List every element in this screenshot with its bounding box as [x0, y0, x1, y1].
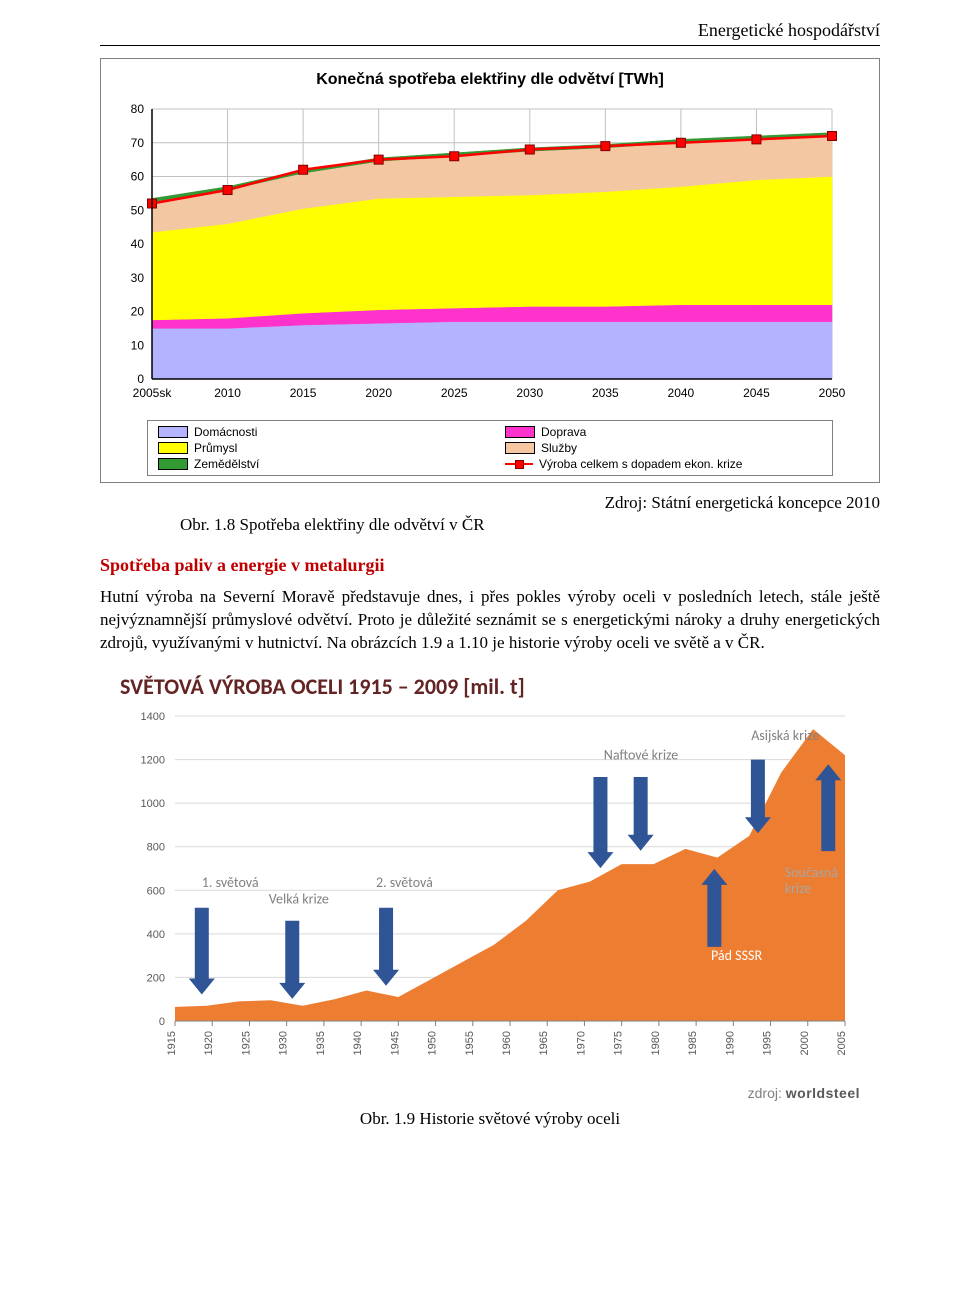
svg-text:1995: 1995: [762, 1031, 774, 1055]
svg-text:0: 0: [159, 1016, 165, 1028]
svg-text:krize: krize: [785, 880, 812, 897]
svg-text:1960: 1960: [501, 1031, 513, 1055]
section-heading: Spotřeba paliv a energie v metalurgii: [100, 555, 880, 576]
page-header: Energetické hospodářství: [100, 20, 880, 41]
svg-text:2025: 2025: [441, 386, 468, 400]
svg-text:2030: 2030: [516, 386, 543, 400]
legend-sluzby: Služby: [541, 441, 577, 455]
svg-text:70: 70: [131, 136, 145, 150]
svg-text:600: 600: [147, 885, 165, 897]
legend-doprava: Doprava: [541, 425, 586, 439]
svg-text:1. světová: 1. světová: [202, 874, 259, 891]
chart1-container: Konečná spotřeba elektřiny dle odvětví […: [100, 58, 880, 483]
svg-text:2005: 2005: [836, 1031, 848, 1055]
svg-text:2045: 2045: [743, 386, 770, 400]
svg-text:60: 60: [131, 170, 145, 184]
svg-text:2020: 2020: [365, 386, 392, 400]
svg-text:1930: 1930: [278, 1031, 290, 1055]
svg-text:30: 30: [131, 271, 145, 285]
svg-text:2005sk: 2005sk: [133, 386, 173, 400]
header-rule: [100, 45, 880, 46]
svg-text:1965: 1965: [538, 1031, 550, 1055]
svg-text:Asijská krize: Asijská krize: [751, 727, 819, 744]
svg-text:2015: 2015: [290, 386, 317, 400]
svg-text:0: 0: [137, 372, 144, 386]
chart2-svg: 0 200 400 600 800 1000 1200 1400 1915 1920 1925 193…: [120, 706, 860, 1076]
body-paragraph: Hutní výroba na Severní Moravě představu…: [100, 586, 880, 655]
svg-text:1980: 1980: [650, 1031, 662, 1055]
svg-text:1940: 1940: [352, 1031, 364, 1055]
svg-text:800: 800: [147, 842, 165, 854]
svg-text:20: 20: [131, 305, 145, 319]
svg-text:2000: 2000: [799, 1031, 811, 1055]
svg-text:2035: 2035: [592, 386, 619, 400]
chart1-title: Konečná spotřeba elektřiny dle odvětví […: [107, 71, 873, 89]
legend-zemedelstvi: Zemědělství: [194, 457, 259, 471]
legend-vyroba: Výroba celkem s dopadem ekon. krize: [539, 457, 742, 471]
svg-text:1975: 1975: [613, 1031, 625, 1055]
svg-text:Naftové krize: Naftové krize: [604, 746, 678, 763]
legend-prumysl: Průmysl: [194, 441, 237, 455]
svg-text:2050: 2050: [819, 386, 846, 400]
svg-text:40: 40: [131, 237, 145, 251]
svg-text:1990: 1990: [724, 1031, 736, 1055]
svg-text:2010: 2010: [214, 386, 241, 400]
svg-text:10: 10: [131, 338, 145, 352]
svg-text:1950: 1950: [427, 1031, 439, 1055]
chart1-svg: 010203040506070802005sk20102015202020252…: [107, 99, 847, 409]
chart1-legend: Domácnosti Doprava Průmysl Služby Zemědě…: [147, 420, 833, 476]
svg-text:1920: 1920: [203, 1031, 215, 1055]
chart2-title: SVĚTOVÁ VÝROBA OCELI 1915 – 2009 [mil. t…: [120, 673, 880, 700]
svg-text:Současná: Současná: [785, 864, 838, 881]
svg-text:50: 50: [131, 203, 145, 217]
svg-text:2040: 2040: [668, 386, 695, 400]
svg-text:1945: 1945: [389, 1031, 401, 1055]
svg-text:1915: 1915: [166, 1031, 178, 1055]
svg-text:200: 200: [147, 972, 165, 984]
fig1-caption: Obr. 1.8 Spotřeba elektřiny dle odvětví …: [180, 515, 880, 535]
legend-domacnosti: Domácnosti: [194, 425, 257, 439]
svg-text:1935: 1935: [315, 1031, 327, 1055]
svg-text:1200: 1200: [141, 754, 165, 766]
svg-text:80: 80: [131, 102, 145, 116]
svg-text:1985: 1985: [687, 1031, 699, 1055]
svg-text:1970: 1970: [575, 1031, 587, 1055]
svg-text:1925: 1925: [240, 1031, 252, 1055]
svg-text:1955: 1955: [464, 1031, 476, 1055]
chart2-source: zdroj: worldsteel: [100, 1085, 860, 1101]
chart2-container: 0 200 400 600 800 1000 1200 1400 1915 1920 1925 193…: [120, 706, 860, 1081]
fig2-caption: Obr. 1.9 Historie světové výroby oceli: [100, 1109, 880, 1129]
svg-text:1400: 1400: [141, 711, 165, 723]
chart1-source: Zdroj: Státní energetická koncepce 2010: [100, 493, 880, 513]
svg-text:Velká krize: Velká krize: [269, 890, 329, 907]
svg-text:2. světová: 2. světová: [376, 874, 433, 891]
svg-text:1000: 1000: [141, 798, 165, 810]
svg-text:400: 400: [147, 929, 165, 941]
svg-text:Pád SSSR: Pád SSSR: [711, 947, 762, 964]
